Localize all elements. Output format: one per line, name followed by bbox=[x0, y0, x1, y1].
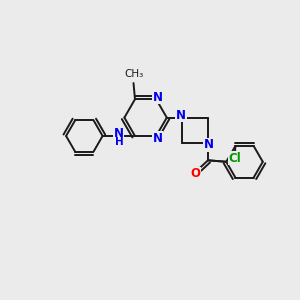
Text: H: H bbox=[115, 137, 124, 147]
Text: N: N bbox=[153, 91, 163, 104]
Text: N: N bbox=[176, 109, 186, 122]
Text: O: O bbox=[190, 167, 201, 180]
Text: N: N bbox=[114, 128, 124, 140]
Text: N: N bbox=[204, 139, 214, 152]
Text: CH₃: CH₃ bbox=[124, 69, 143, 79]
Text: N: N bbox=[153, 131, 163, 145]
Text: Cl: Cl bbox=[228, 152, 241, 165]
